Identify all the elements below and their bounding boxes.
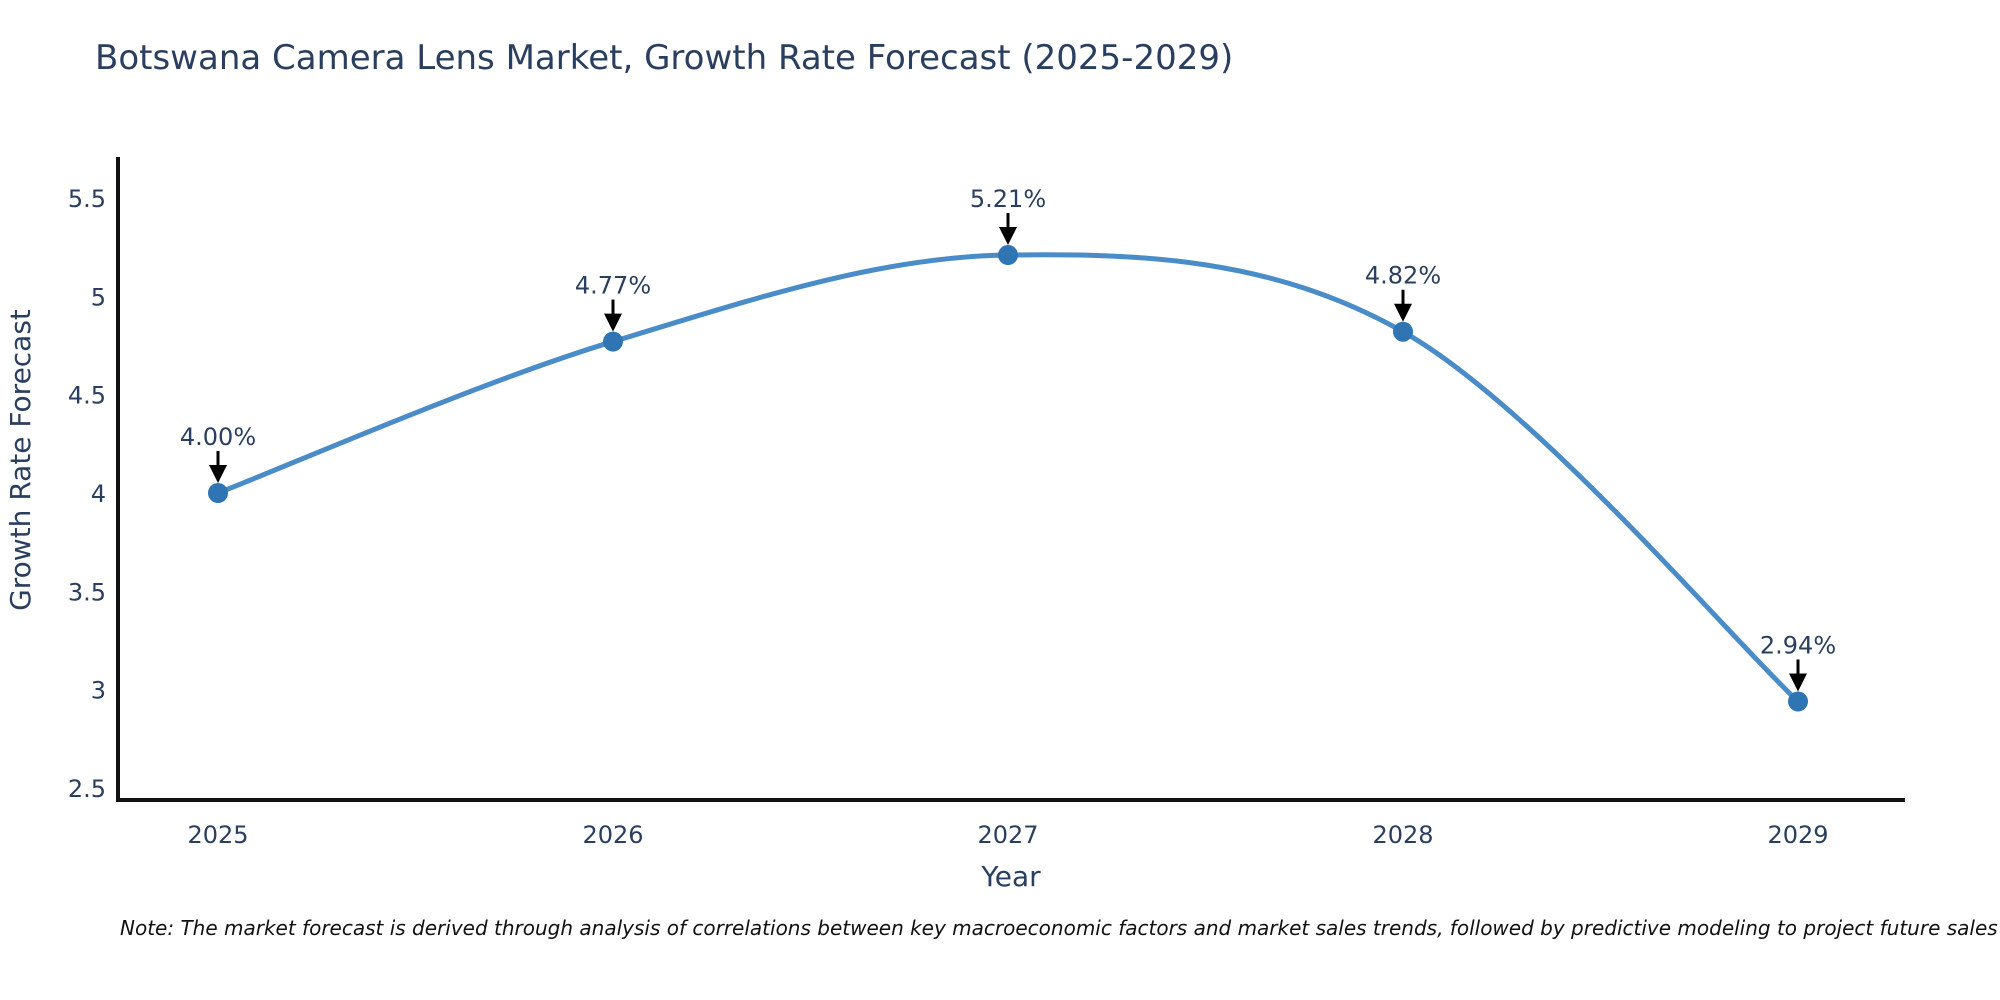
x-axis-title: Year <box>980 860 1041 893</box>
point-annotation-label: 4.00% <box>180 423 256 451</box>
annotation-arrowhead-icon <box>1394 303 1412 322</box>
data-point-marker[interactable] <box>998 245 1018 266</box>
annotation-arrowhead-icon <box>604 313 622 332</box>
point-annotation-label: 2.94% <box>1760 631 1836 659</box>
footnote: Note: The market forecast is derived thr… <box>120 916 1998 940</box>
y-tick-label: 3.5 <box>68 578 106 606</box>
x-tick-label: 2029 <box>1767 821 1828 849</box>
y-axis-title: Growth Rate Forecast <box>4 309 37 611</box>
point-annotation-label: 4.82% <box>1365 262 1441 290</box>
data-point-marker[interactable] <box>1788 691 1808 712</box>
annotation-arrowhead-icon <box>999 227 1017 246</box>
series-line <box>215 252 1801 704</box>
annotation-arrowhead-icon <box>1789 673 1807 692</box>
y-tick-label: 2.5 <box>68 775 106 803</box>
annotation-layer: 4.00% 4.77% 5.21% 4.82% 2.94% <box>180 185 1836 692</box>
y-tick-label: 3 <box>91 677 106 705</box>
data-point-marker[interactable] <box>1393 321 1413 342</box>
x-tick-label: 2026 <box>582 821 643 849</box>
x-tick-label: 2027 <box>977 821 1038 849</box>
x-tick-label: 2025 <box>187 821 248 849</box>
y-tick-label: 5 <box>91 283 106 311</box>
annotation-arrowhead-icon <box>209 465 227 483</box>
y-tick-label: 5.5 <box>68 185 106 213</box>
x-axis-ticks: 2025 2026 2027 2028 2029 <box>187 821 1828 849</box>
chart-title: Botswana Camera Lens Market, Growth Rate… <box>95 38 1234 78</box>
y-tick-label: 4.5 <box>68 382 106 410</box>
data-point-marker[interactable] <box>603 331 623 352</box>
y-tick-label: 4 <box>91 480 106 508</box>
series-layer <box>208 245 1808 712</box>
y-axis-ticks: 2.5 3 3.5 4 4.5 5 5.5 <box>68 185 106 803</box>
point-annotation-label: 5.21% <box>970 185 1046 213</box>
data-point-marker[interactable] <box>208 483 228 503</box>
point-annotation-label: 4.77% <box>575 272 651 300</box>
x-tick-label: 2028 <box>1372 821 1433 849</box>
